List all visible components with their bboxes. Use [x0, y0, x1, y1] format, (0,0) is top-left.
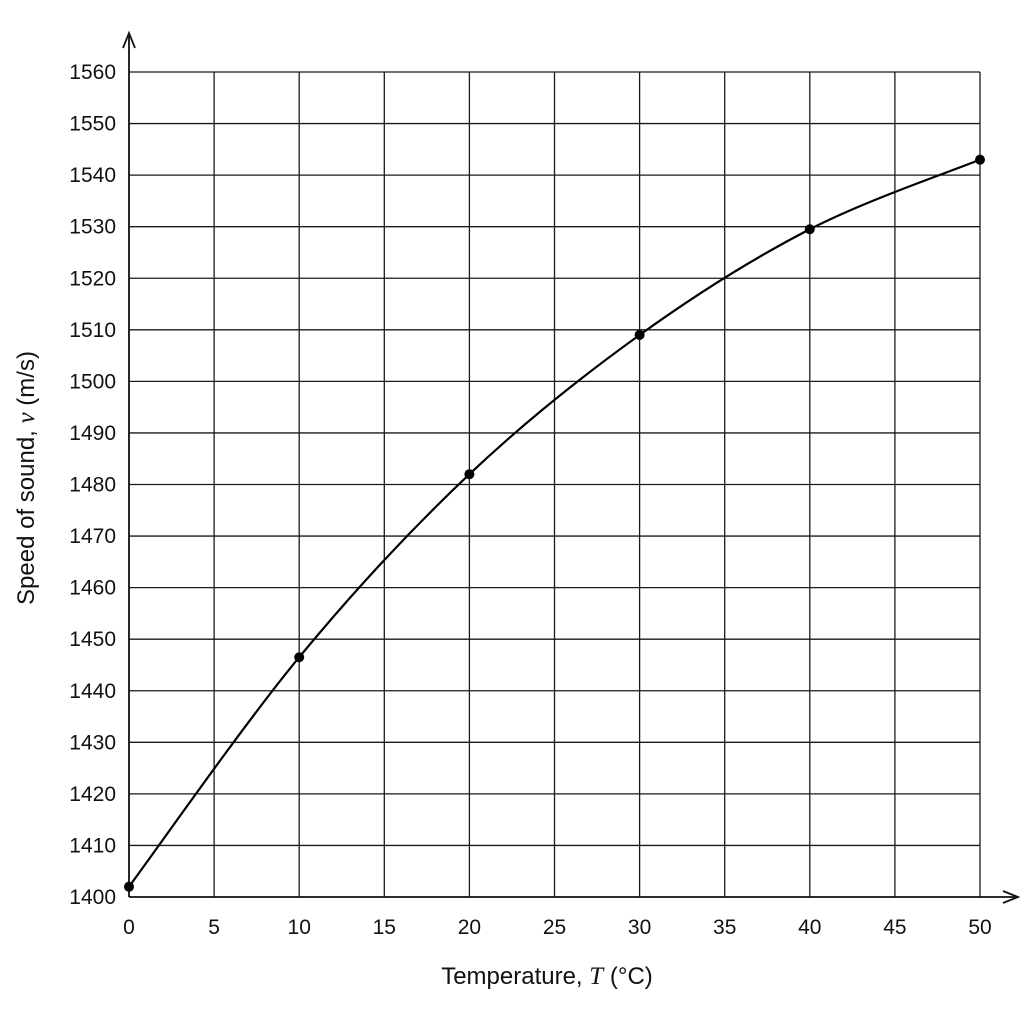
y-axis-title: Speed of sound, v (m/s) — [13, 351, 40, 605]
x-tick-label: 35 — [713, 916, 736, 939]
x-tick-label: 25 — [543, 916, 566, 939]
y-tick-label: 1530 — [69, 216, 116, 239]
x-axis-title: Temperature, T (°C) — [441, 963, 653, 990]
y-tick-label: 1420 — [69, 783, 116, 806]
grid — [129, 71, 981, 897]
x-tick-label: 15 — [373, 916, 396, 939]
x-axis-title-symbol: T — [589, 963, 605, 990]
data-point — [124, 881, 134, 892]
series-line — [128, 158, 981, 888]
y-tick-label: 1500 — [69, 370, 116, 393]
y-tick-label: 1470 — [69, 525, 116, 548]
y-axis-title-prefix: Speed of sound, — [13, 423, 40, 604]
data-point — [634, 329, 645, 340]
y-axis-title-suffix: (m/s) — [13, 351, 40, 412]
y-tick-label: 1520 — [69, 267, 116, 290]
x-tick-label: 45 — [883, 916, 906, 939]
y-tick-label: 1430 — [69, 731, 116, 754]
y-tick-label: 1550 — [69, 113, 116, 136]
y-tick-label: 1480 — [69, 474, 116, 497]
x-tick-label: 20 — [458, 916, 481, 939]
x-tick-label: 0 — [123, 916, 135, 939]
y-tick-label: 1400 — [69, 886, 116, 909]
y-tick-label: 1410 — [69, 834, 116, 857]
y-tick-label: 1540 — [69, 164, 116, 187]
x-axis-arrow — [1002, 890, 1021, 904]
y-tick-label: 1440 — [69, 680, 116, 703]
y-axis-title-symbol: v — [13, 411, 40, 423]
x-axis-title-suffix: (°C) — [603, 963, 653, 990]
data-series — [124, 154, 985, 892]
x-tick-label: 5 — [208, 916, 220, 939]
x-axis-title-prefix: Temperature, — [441, 963, 589, 990]
x-tick-label: 10 — [288, 916, 311, 939]
y-tick-label: 1560 — [69, 61, 116, 84]
data-point — [464, 469, 475, 480]
y-tick-label: 1450 — [69, 628, 116, 651]
data-point — [294, 652, 305, 663]
x-tick-label: 40 — [798, 916, 821, 939]
y-tick-label: 1510 — [69, 319, 116, 342]
x-tick-label: 50 — [968, 916, 991, 939]
y-axis-arrow — [122, 30, 136, 49]
tick-labels: 0 5 10 15 20 25 30 35 40 45 5014001410142014301440… — [69, 61, 991, 939]
y-tick-label: 1490 — [69, 422, 116, 445]
data-point — [975, 154, 985, 165]
data-point — [804, 224, 815, 235]
axes — [122, 30, 1021, 904]
x-tick-label: 30 — [628, 916, 651, 939]
y-tick-label: 1460 — [69, 577, 116, 600]
